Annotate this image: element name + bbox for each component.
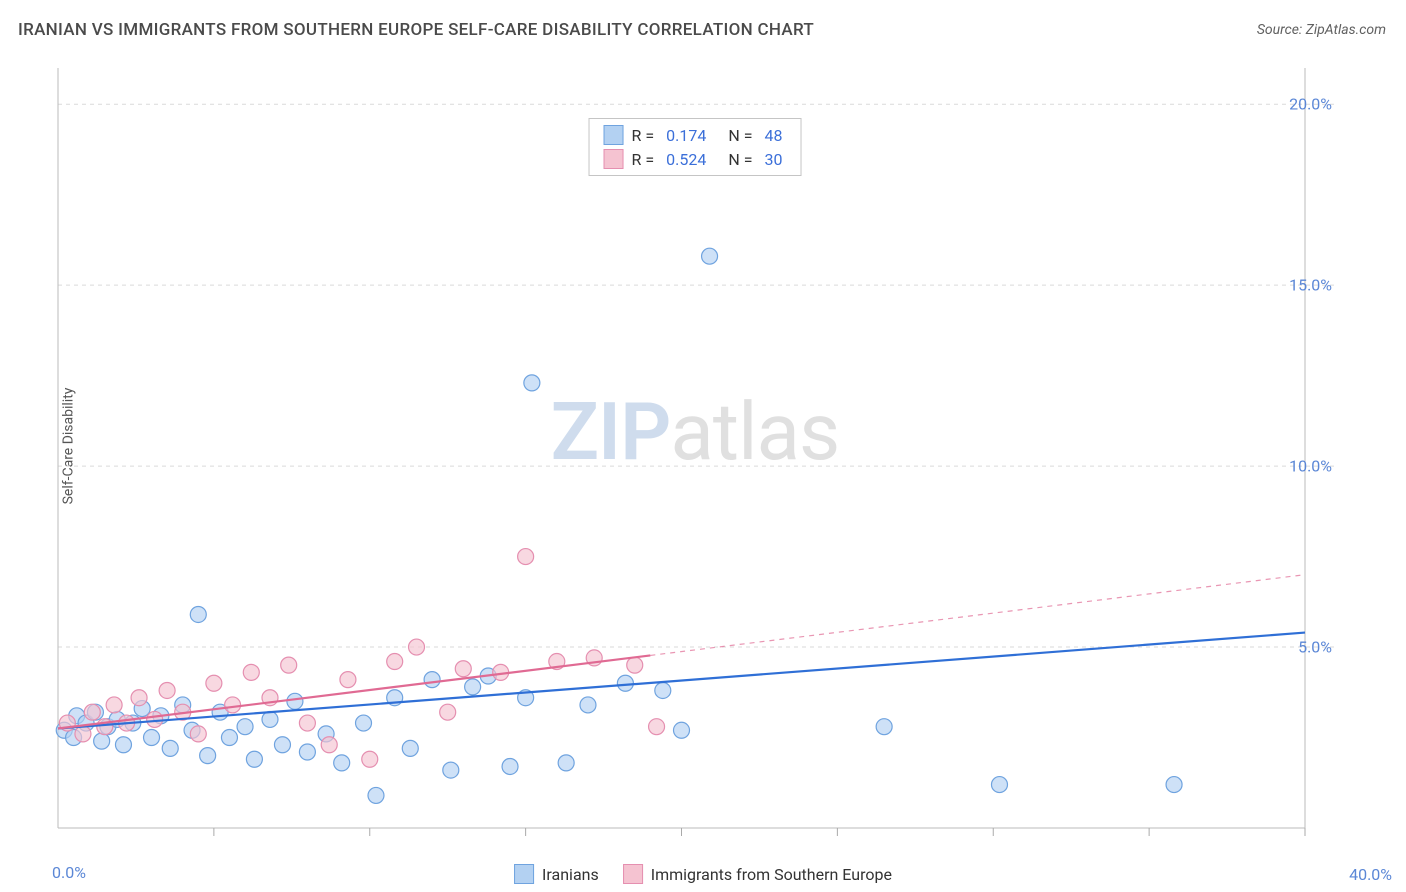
chart-area: ZIPatlas R = 0.174 N = 48 R = 0.524 N = …: [50, 58, 1340, 838]
correlation-legend: R = 0.174 N = 48 R = 0.524 N = 30: [589, 118, 802, 176]
legend-row-iranians: R = 0.174 N = 48: [590, 123, 801, 147]
legend-r-value-iranians: 0.174: [666, 126, 706, 145]
swatch-iranians: [604, 125, 624, 145]
source-label: Source:: [1257, 22, 1306, 38]
series-legend: Iranians Immigrants from Southern Europe: [514, 864, 892, 884]
source-name: ZipAtlas.com: [1306, 22, 1386, 38]
y-tick-label: 20.0%: [1289, 95, 1332, 114]
y-tick-label: 10.0%: [1289, 457, 1332, 476]
legend-item-southern-europe: Immigrants from Southern Europe: [623, 864, 892, 884]
source-attribution: Source: ZipAtlas.com: [1257, 22, 1386, 38]
legend-label-iranians: Iranians: [542, 865, 599, 884]
legend-n-value-iranians: 48: [764, 126, 782, 145]
legend-n-value-southern-europe: 30: [764, 150, 782, 169]
y-tick-label: 15.0%: [1289, 276, 1332, 295]
legend-label-southern-europe: Immigrants from Southern Europe: [651, 865, 892, 884]
legend-r-label: R =: [632, 150, 655, 169]
swatch-iranians-bottom: [514, 864, 534, 884]
legend-r-label: R =: [632, 126, 655, 145]
x-tick-label-max: 40.0%: [1349, 865, 1392, 884]
legend-item-iranians: Iranians: [514, 864, 599, 884]
chart-title: IRANIAN VS IMMIGRANTS FROM SOUTHERN EURO…: [18, 20, 814, 40]
y-tick-label: 5.0%: [1298, 638, 1332, 657]
x-tick-label-min: 0.0%: [52, 863, 86, 882]
swatch-southern-europe: [604, 149, 624, 169]
legend-n-label: N =: [728, 150, 752, 169]
legend-n-label: N =: [728, 126, 752, 145]
legend-r-value-southern-europe: 0.524: [666, 150, 706, 169]
swatch-southern-europe-bottom: [623, 864, 643, 884]
legend-row-southern-europe: R = 0.524 N = 30: [590, 147, 801, 171]
